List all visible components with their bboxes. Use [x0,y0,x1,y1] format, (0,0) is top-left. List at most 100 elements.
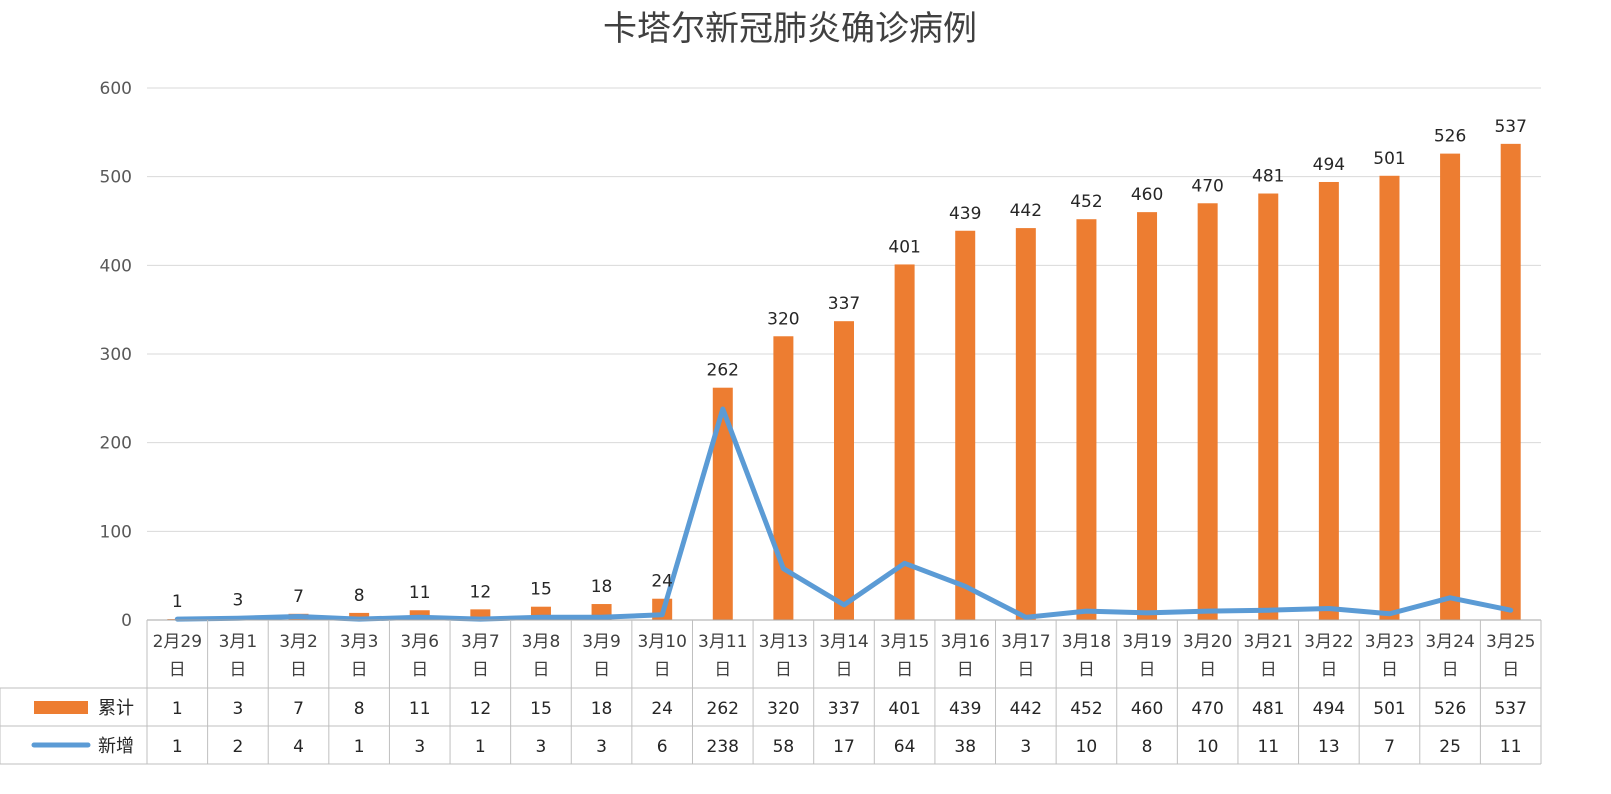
bar [1015,228,1036,621]
bar-data-label: 11 [409,583,431,603]
table-cell-cumulative: 11 [409,699,431,719]
line-point [237,617,239,619]
y-tick-label: 400 [100,256,132,276]
table-cell-new: 38 [954,737,976,757]
category-label: 日 [957,660,974,680]
line-point [479,618,481,620]
category-label: 3月7 [461,632,500,652]
table-cell-new: 1 [475,737,486,757]
bar-series-cumulative [167,143,1521,621]
bar-data-label: 526 [1434,127,1466,147]
line-point [904,562,906,564]
bar [1318,181,1339,620]
bar [1440,153,1461,620]
category-label: 3月16 [940,632,989,652]
table-cell-new: 25 [1439,737,1461,757]
table-cell-new: 64 [894,737,916,757]
legend-label-new: 新增 [98,736,134,757]
bar [1500,143,1521,621]
category-label: 3月25 [1486,632,1535,652]
y-tick-label: 200 [100,434,132,454]
bar-data-label: 7 [293,587,304,607]
table-cell-cumulative: 452 [1070,699,1102,719]
bar-data-label: 452 [1070,192,1102,212]
category-label: 日 [1017,660,1034,680]
line-point [661,614,663,616]
bar-data-labels: 1 3 7 8 11 12 15 18 24 262 320 337 401 439 442 452 460 47… [172,117,1527,612]
bar [1197,203,1218,620]
line-point [1510,609,1512,611]
line-point [1146,612,1148,614]
bar [349,612,370,620]
category-label: 日 [1139,660,1156,680]
category-label: 3月18 [1062,632,1111,652]
table-cell-new: 1 [354,737,365,757]
line-point [176,618,178,620]
y-tick-label: 0 [121,611,132,631]
table-cell-new: 8 [1142,737,1153,757]
line-point [298,615,300,617]
category-label: 日 [351,660,368,680]
table-cell-new: 4 [293,737,304,757]
line-point [1328,607,1330,609]
table-cell-new: 3 [1020,737,1031,757]
category-label: 日 [472,660,489,680]
bar-data-label: 481 [1252,167,1284,187]
bar-data-label: 439 [949,204,981,224]
bar-data-label: 401 [888,237,920,257]
category-label: 日 [714,660,731,680]
category-label: 3月2 [279,632,318,652]
line-point [722,408,724,410]
category-label: 3月24 [1425,632,1474,652]
table-cell-new: 11 [1500,737,1522,757]
category-label: 3月23 [1365,632,1414,652]
table-cell-cumulative: 7 [293,699,304,719]
bar-data-label: 442 [1010,201,1042,221]
table-cell-cumulative: 18 [591,699,613,719]
bar-data-label: 460 [1131,185,1163,205]
bar [470,609,491,620]
category-label: 日 [1260,660,1277,680]
bar-data-label: 12 [470,582,492,602]
table-cell-cumulative: 442 [1010,699,1042,719]
table-cell-new: 11 [1257,737,1279,757]
y-axis-ticks: 0 100 200 300 400 500 600 [100,79,132,631]
category-label: 3月11 [698,632,747,652]
table-cell-new: 58 [773,737,795,757]
bar-data-label: 262 [707,361,739,381]
category-label: 日 [654,660,671,680]
category-label: 3月10 [637,632,686,652]
line-point [964,585,966,587]
table-cell-cumulative: 501 [1373,699,1405,719]
category-label: 3月8 [522,632,561,652]
table-cell-new: 1 [172,737,183,757]
table-cell-new: 13 [1318,737,1340,757]
legend-key-cumulative [34,701,88,714]
category-label: 3月21 [1244,632,1293,652]
category-label: 日 [1199,660,1216,680]
category-label: 3月22 [1304,632,1353,652]
category-label: 日 [1078,660,1095,680]
category-label: 3月13 [759,632,808,652]
category-label: 3月9 [582,632,621,652]
y-tick-label: 500 [100,168,132,188]
table-cell-new: 2 [232,737,243,757]
bar [955,230,976,620]
table-cell-cumulative: 439 [949,699,981,719]
line-point [540,616,542,618]
category-label: 3月17 [1001,632,1050,652]
category-label: 日 [229,660,246,680]
category-label: 3月14 [819,632,868,652]
bar-data-label: 18 [591,577,613,597]
bar-data-label: 24 [651,572,673,592]
category-label: 3月6 [400,632,439,652]
bar-data-label: 337 [828,294,860,314]
table-cell-cumulative: 537 [1494,699,1526,719]
line-series-new [174,406,1514,622]
category-label: 日 [1320,660,1337,680]
y-tick-label: 100 [100,522,132,542]
chart-title: 卡塔尔新冠肺炎确诊病例 [603,9,977,49]
table-cell-cumulative: 401 [888,699,920,719]
category-label: 3月1 [219,632,258,652]
